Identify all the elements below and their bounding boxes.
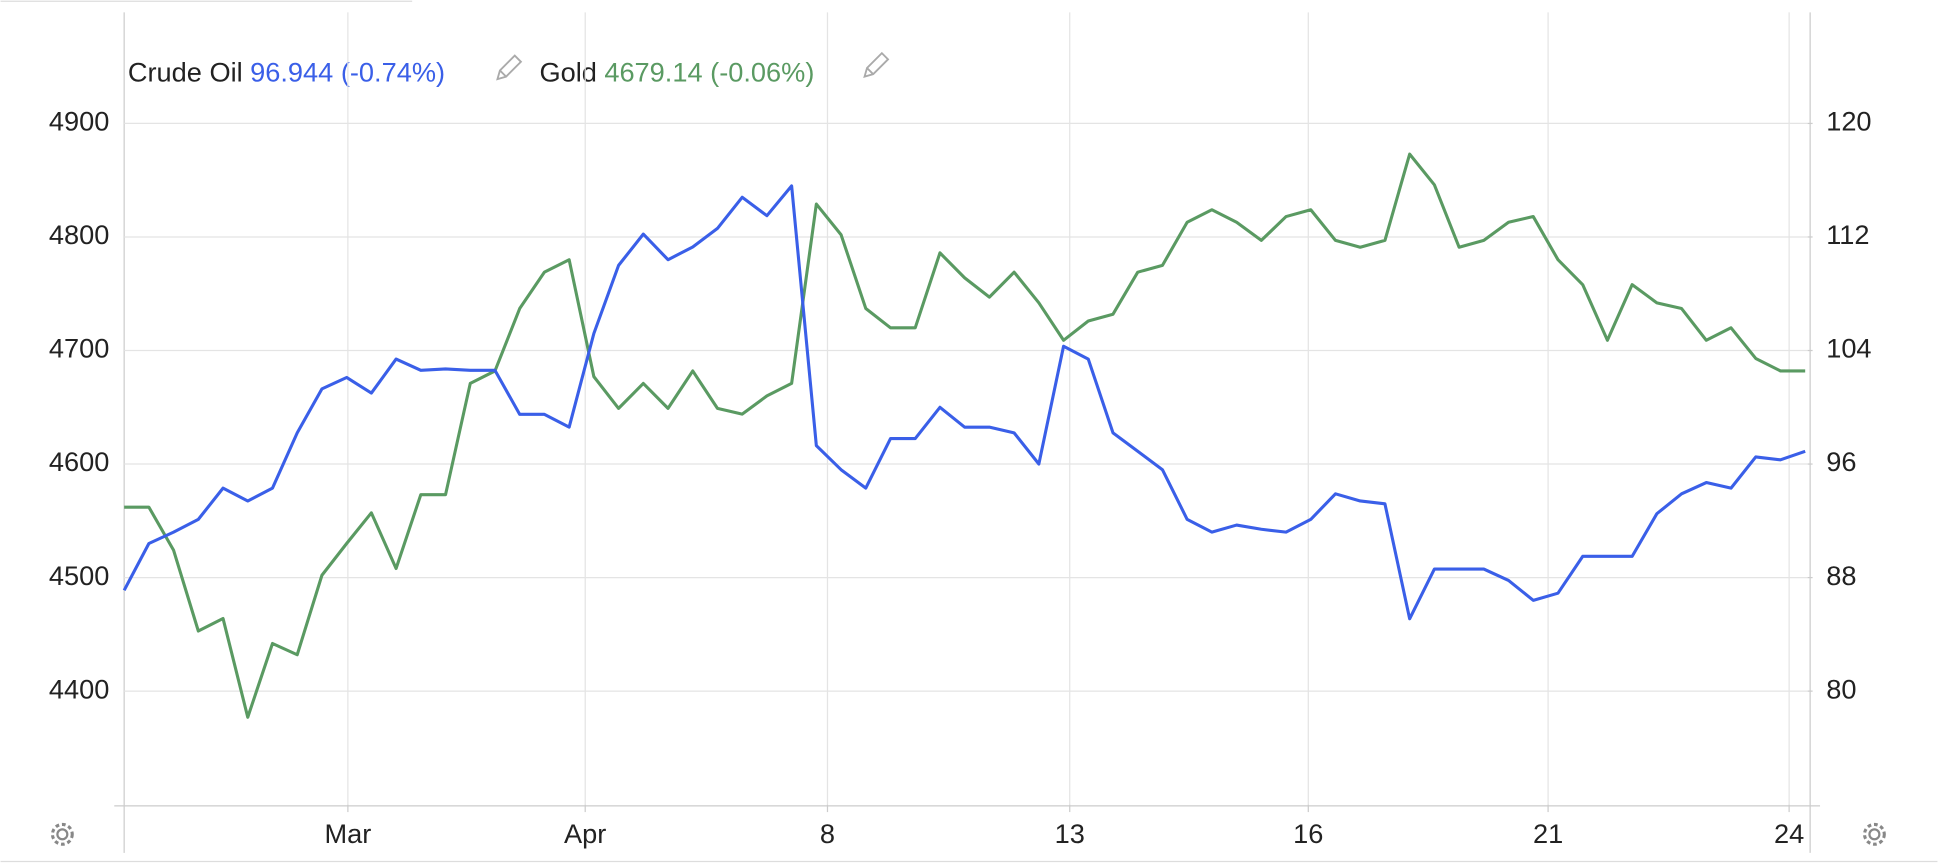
legend-name: Gold [539,56,596,87]
y-tick-label: 4400 [49,673,109,704]
y2-tick-label: 88 [1826,560,1856,591]
x-tick-label: 13 [1055,818,1085,849]
y-tick-label: 4900 [49,106,109,137]
x-tick-label: Mar [324,818,371,849]
y-tick-label: 4600 [49,446,109,477]
settings-icon[interactable] [50,822,74,846]
legend-name: Crude Oil [128,56,243,87]
y2-tick-label: 112 [1826,219,1869,250]
x-tick-label: 8 [820,818,835,849]
series-line [122,184,1806,621]
y2-tick-label: 120 [1826,106,1871,137]
y2-tick-label: 80 [1826,673,1856,704]
y-tick-label: 4800 [49,219,109,250]
y2-tick-label: 104 [1826,333,1871,364]
edit-icon[interactable] [863,51,890,78]
y2-tick-label: 96 [1826,446,1856,477]
x-tick-label: 16 [1293,818,1323,849]
x-tick-label: 24 [1774,818,1804,849]
settings-icon[interactable] [1862,822,1886,846]
legend: Crude Oil 96.944 (-0.74%) Gold 4679.14 (… [128,51,890,87]
edit-icon[interactable] [496,54,523,81]
y-tick-label: 4700 [49,333,109,364]
series-line [124,152,1806,719]
legend-quote: 4679.14 (-0.06%) [604,56,814,87]
x-tick-label: 21 [1533,818,1563,849]
x-tick-label: Apr [564,818,606,849]
y-tick-label: 4500 [49,560,109,591]
